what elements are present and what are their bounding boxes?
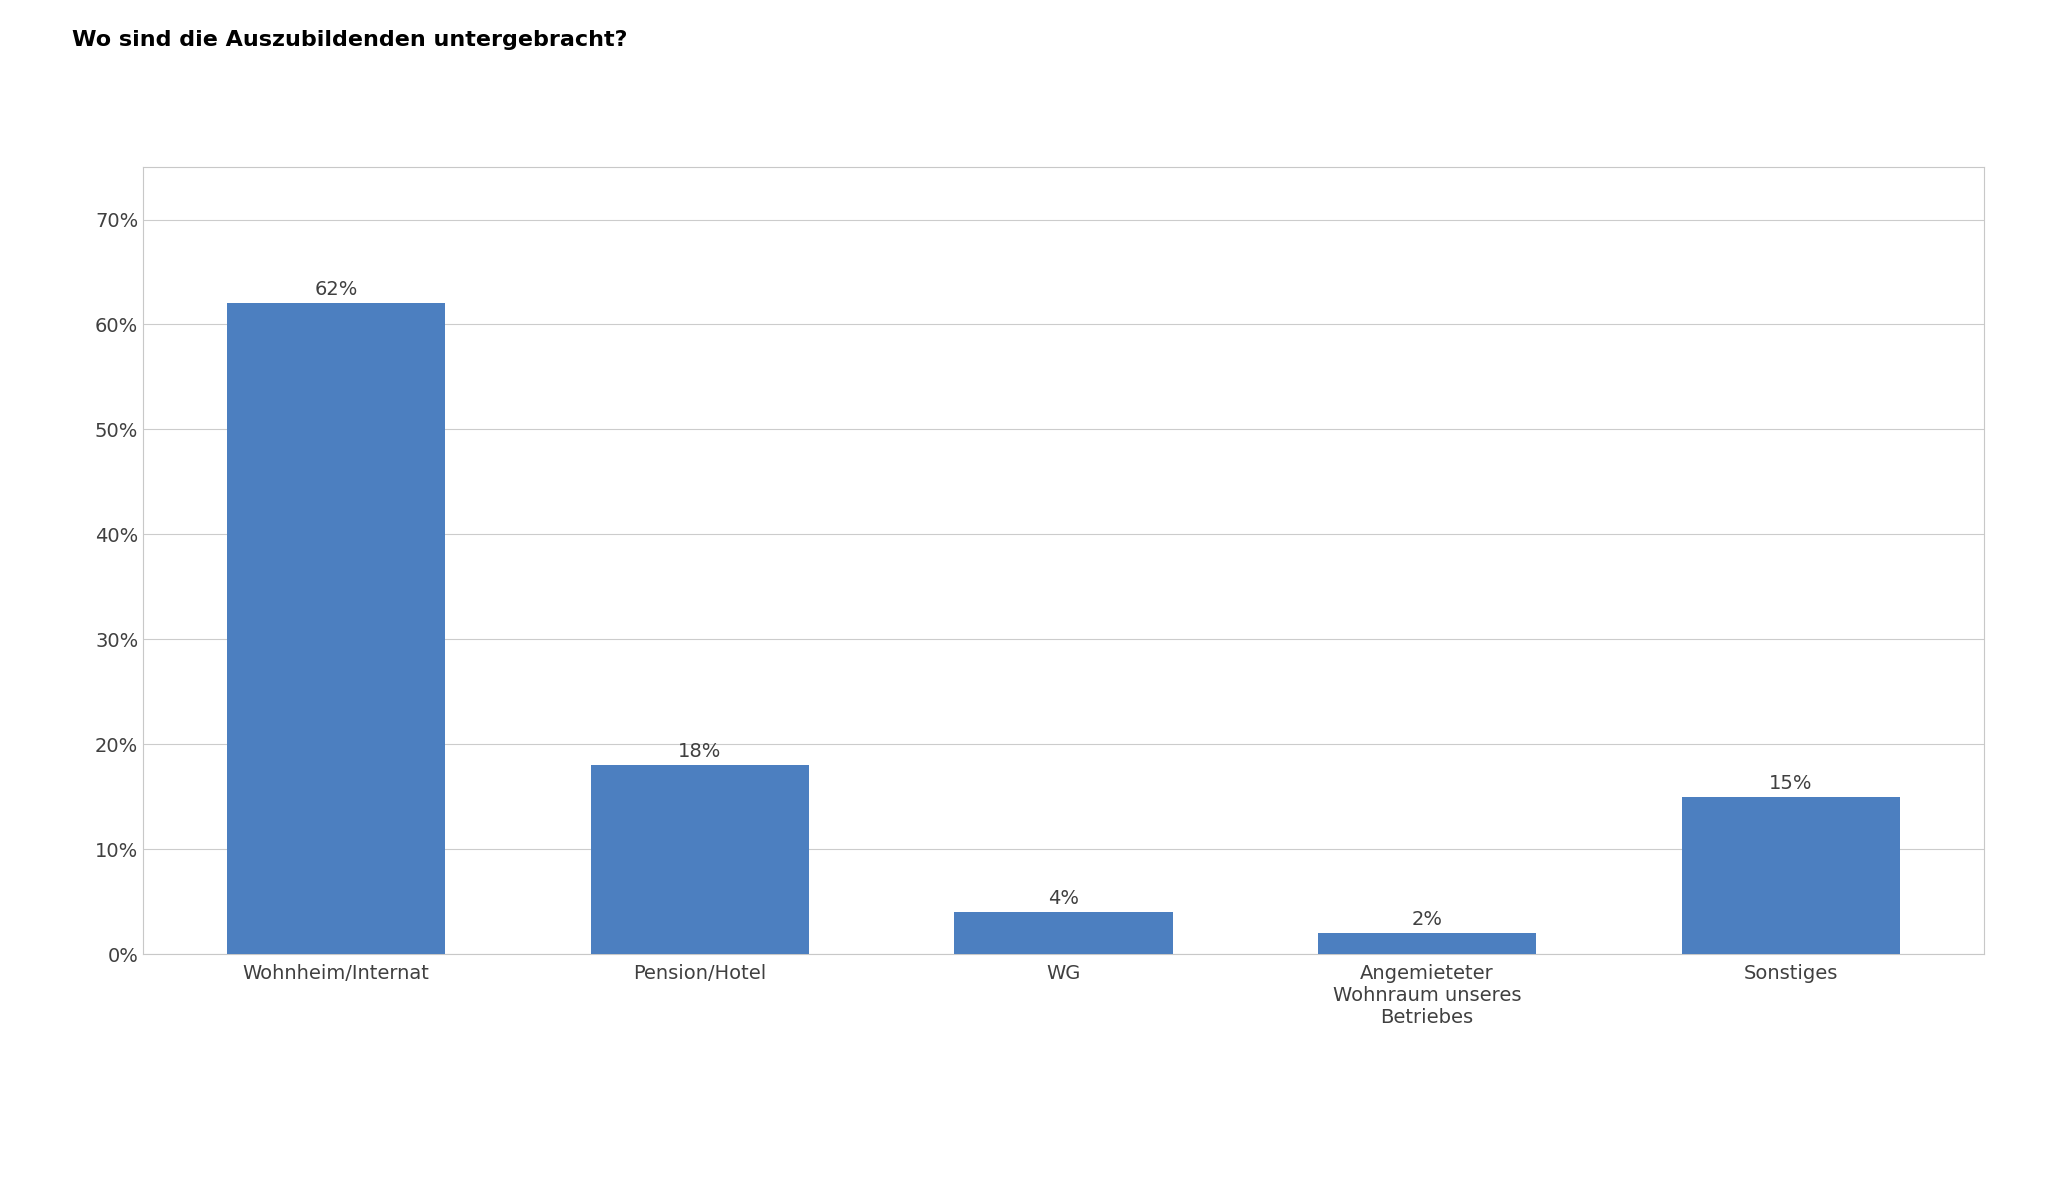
Text: 4%: 4%	[1047, 889, 1080, 908]
Bar	[591, 766, 808, 954]
Text: 18%: 18%	[679, 742, 722, 761]
Text: 2%: 2%	[1411, 910, 1442, 929]
Text: 15%: 15%	[1769, 774, 1812, 792]
Bar	[955, 913, 1172, 954]
Bar	[227, 303, 446, 954]
Bar	[1681, 797, 1900, 954]
Text: 62%: 62%	[315, 280, 358, 299]
Text: Wo sind die Auszubildenden untergebracht?: Wo sind die Auszubildenden untergebracht…	[72, 30, 628, 50]
Bar	[1319, 933, 1536, 954]
